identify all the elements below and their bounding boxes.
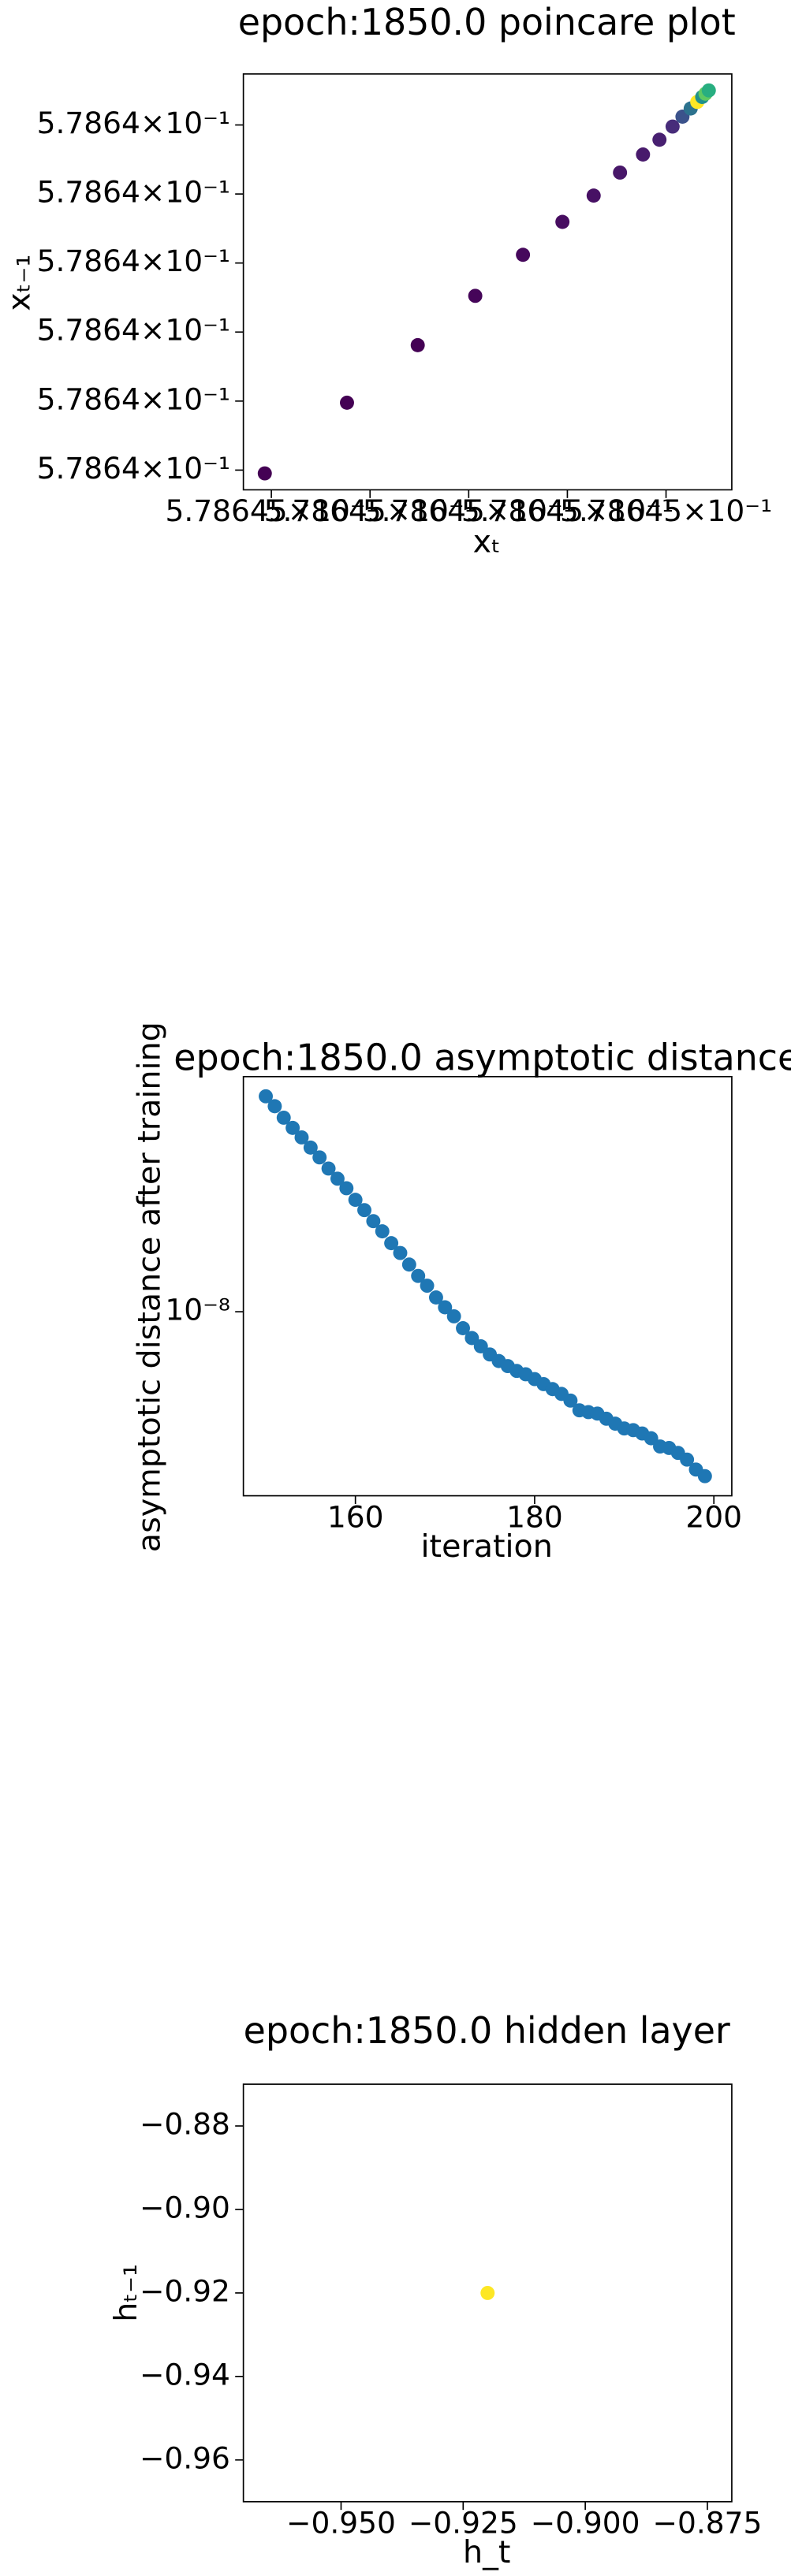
- x-axis-label: iteration: [421, 1528, 553, 1565]
- point: [330, 1171, 345, 1186]
- point: [312, 1150, 327, 1165]
- chart-title: epoch:1850.0 asymptotic distance: [173, 1036, 791, 1078]
- y-tick-label: 5.7864×10⁻¹: [37, 451, 230, 486]
- point: [375, 1224, 390, 1239]
- point: [339, 1181, 354, 1196]
- x-axis-label: xₜ: [473, 524, 501, 560]
- chart-title: epoch:1850.0 poincare plot: [238, 1, 736, 43]
- point: [428, 1290, 443, 1305]
- y-axis-label: hₜ₋₁: [108, 2264, 144, 2322]
- x-tick-label: 5.78645×10⁻¹: [166, 493, 378, 528]
- y-tick-label: 5.7864×10⁻¹: [37, 244, 230, 278]
- point: [555, 214, 570, 229]
- point: [366, 1214, 381, 1229]
- point: [411, 1268, 426, 1283]
- y-axis-label: asymptotic distance after training: [131, 1022, 167, 1552]
- point: [586, 188, 601, 203]
- point: [701, 83, 716, 98]
- x-tick-label: 200: [685, 1499, 742, 1534]
- x-tick-label: 5.78645×10⁻¹: [264, 493, 476, 528]
- point: [697, 1469, 712, 1483]
- point: [446, 1308, 461, 1323]
- x-tick-label: −0.925: [409, 2505, 518, 2540]
- point: [257, 466, 272, 481]
- point: [321, 1161, 336, 1176]
- point: [348, 1193, 363, 1208]
- point: [303, 1140, 318, 1155]
- y-tick-label: 5.7864×10⁻¹: [37, 175, 230, 210]
- chart-title: epoch:1850.0 hidden layer: [244, 2009, 730, 2052]
- x-axis-label: h_t: [463, 2534, 510, 2570]
- y-tick-label: −0.96: [140, 2440, 230, 2475]
- point: [465, 1331, 479, 1346]
- point: [563, 1393, 578, 1408]
- x-tick-label: 5.78645×10⁻¹: [461, 493, 673, 528]
- point: [473, 1339, 488, 1353]
- point: [480, 2285, 495, 2300]
- point: [267, 1099, 282, 1114]
- point: [393, 1245, 408, 1260]
- point: [680, 1452, 695, 1467]
- x-tick-label: −0.875: [653, 2505, 763, 2540]
- y-tick-label: −0.88: [140, 2107, 230, 2142]
- plot-frame: [242, 73, 733, 491]
- point: [420, 1279, 435, 1294]
- point: [340, 395, 354, 410]
- point: [401, 1257, 416, 1272]
- point: [468, 288, 483, 303]
- plot-frame: [242, 1076, 733, 1497]
- x-tick-label: 180: [506, 1499, 563, 1534]
- point: [410, 337, 425, 352]
- point: [665, 119, 680, 134]
- x-tick-label: 5.78645×10⁻¹: [363, 493, 575, 528]
- point: [294, 1130, 309, 1145]
- y-tick-label: −0.94: [140, 2357, 230, 2392]
- y-tick-label: 10⁻⁸: [165, 1293, 230, 1327]
- y-tick-label: 5.7864×10⁻¹: [37, 382, 230, 416]
- point: [644, 1431, 659, 1446]
- point: [285, 1120, 300, 1135]
- point: [636, 147, 651, 162]
- x-tick-label: −0.950: [286, 2505, 396, 2540]
- point: [276, 1110, 291, 1125]
- y-tick-label: −0.90: [140, 2190, 230, 2224]
- y-axis-label: xₜ₋₁: [2, 255, 38, 311]
- x-tick-label: 5.78645×10⁻¹: [560, 493, 772, 528]
- y-tick-label: 5.7864×10⁻¹: [37, 106, 230, 140]
- y-tick-label: 5.7864×10⁻¹: [37, 313, 230, 348]
- point: [438, 1300, 453, 1315]
- point: [613, 165, 628, 180]
- point: [259, 1089, 273, 1104]
- y-tick-label: −0.92: [140, 2273, 230, 2308]
- x-tick-label: 160: [327, 1499, 384, 1534]
- point: [516, 248, 531, 262]
- point: [384, 1236, 399, 1251]
- x-tick-label: −0.900: [531, 2505, 640, 2540]
- point: [652, 132, 667, 147]
- point: [456, 1321, 470, 1335]
- point: [357, 1203, 371, 1218]
